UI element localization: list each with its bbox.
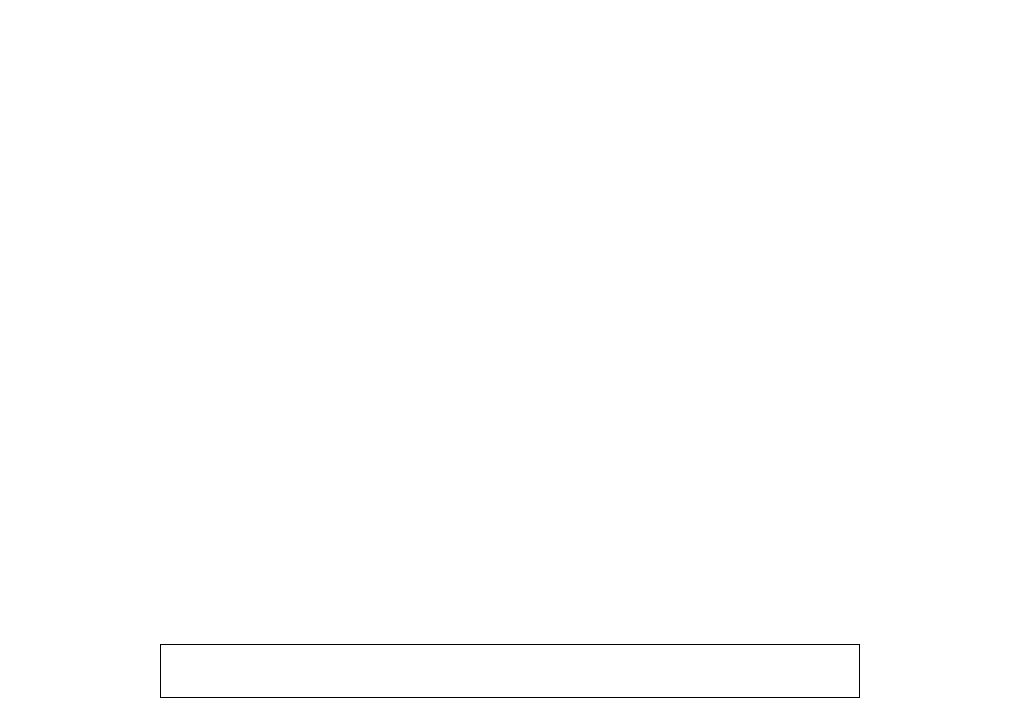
legend	[160, 644, 860, 698]
plot-area	[0, 0, 1024, 636]
